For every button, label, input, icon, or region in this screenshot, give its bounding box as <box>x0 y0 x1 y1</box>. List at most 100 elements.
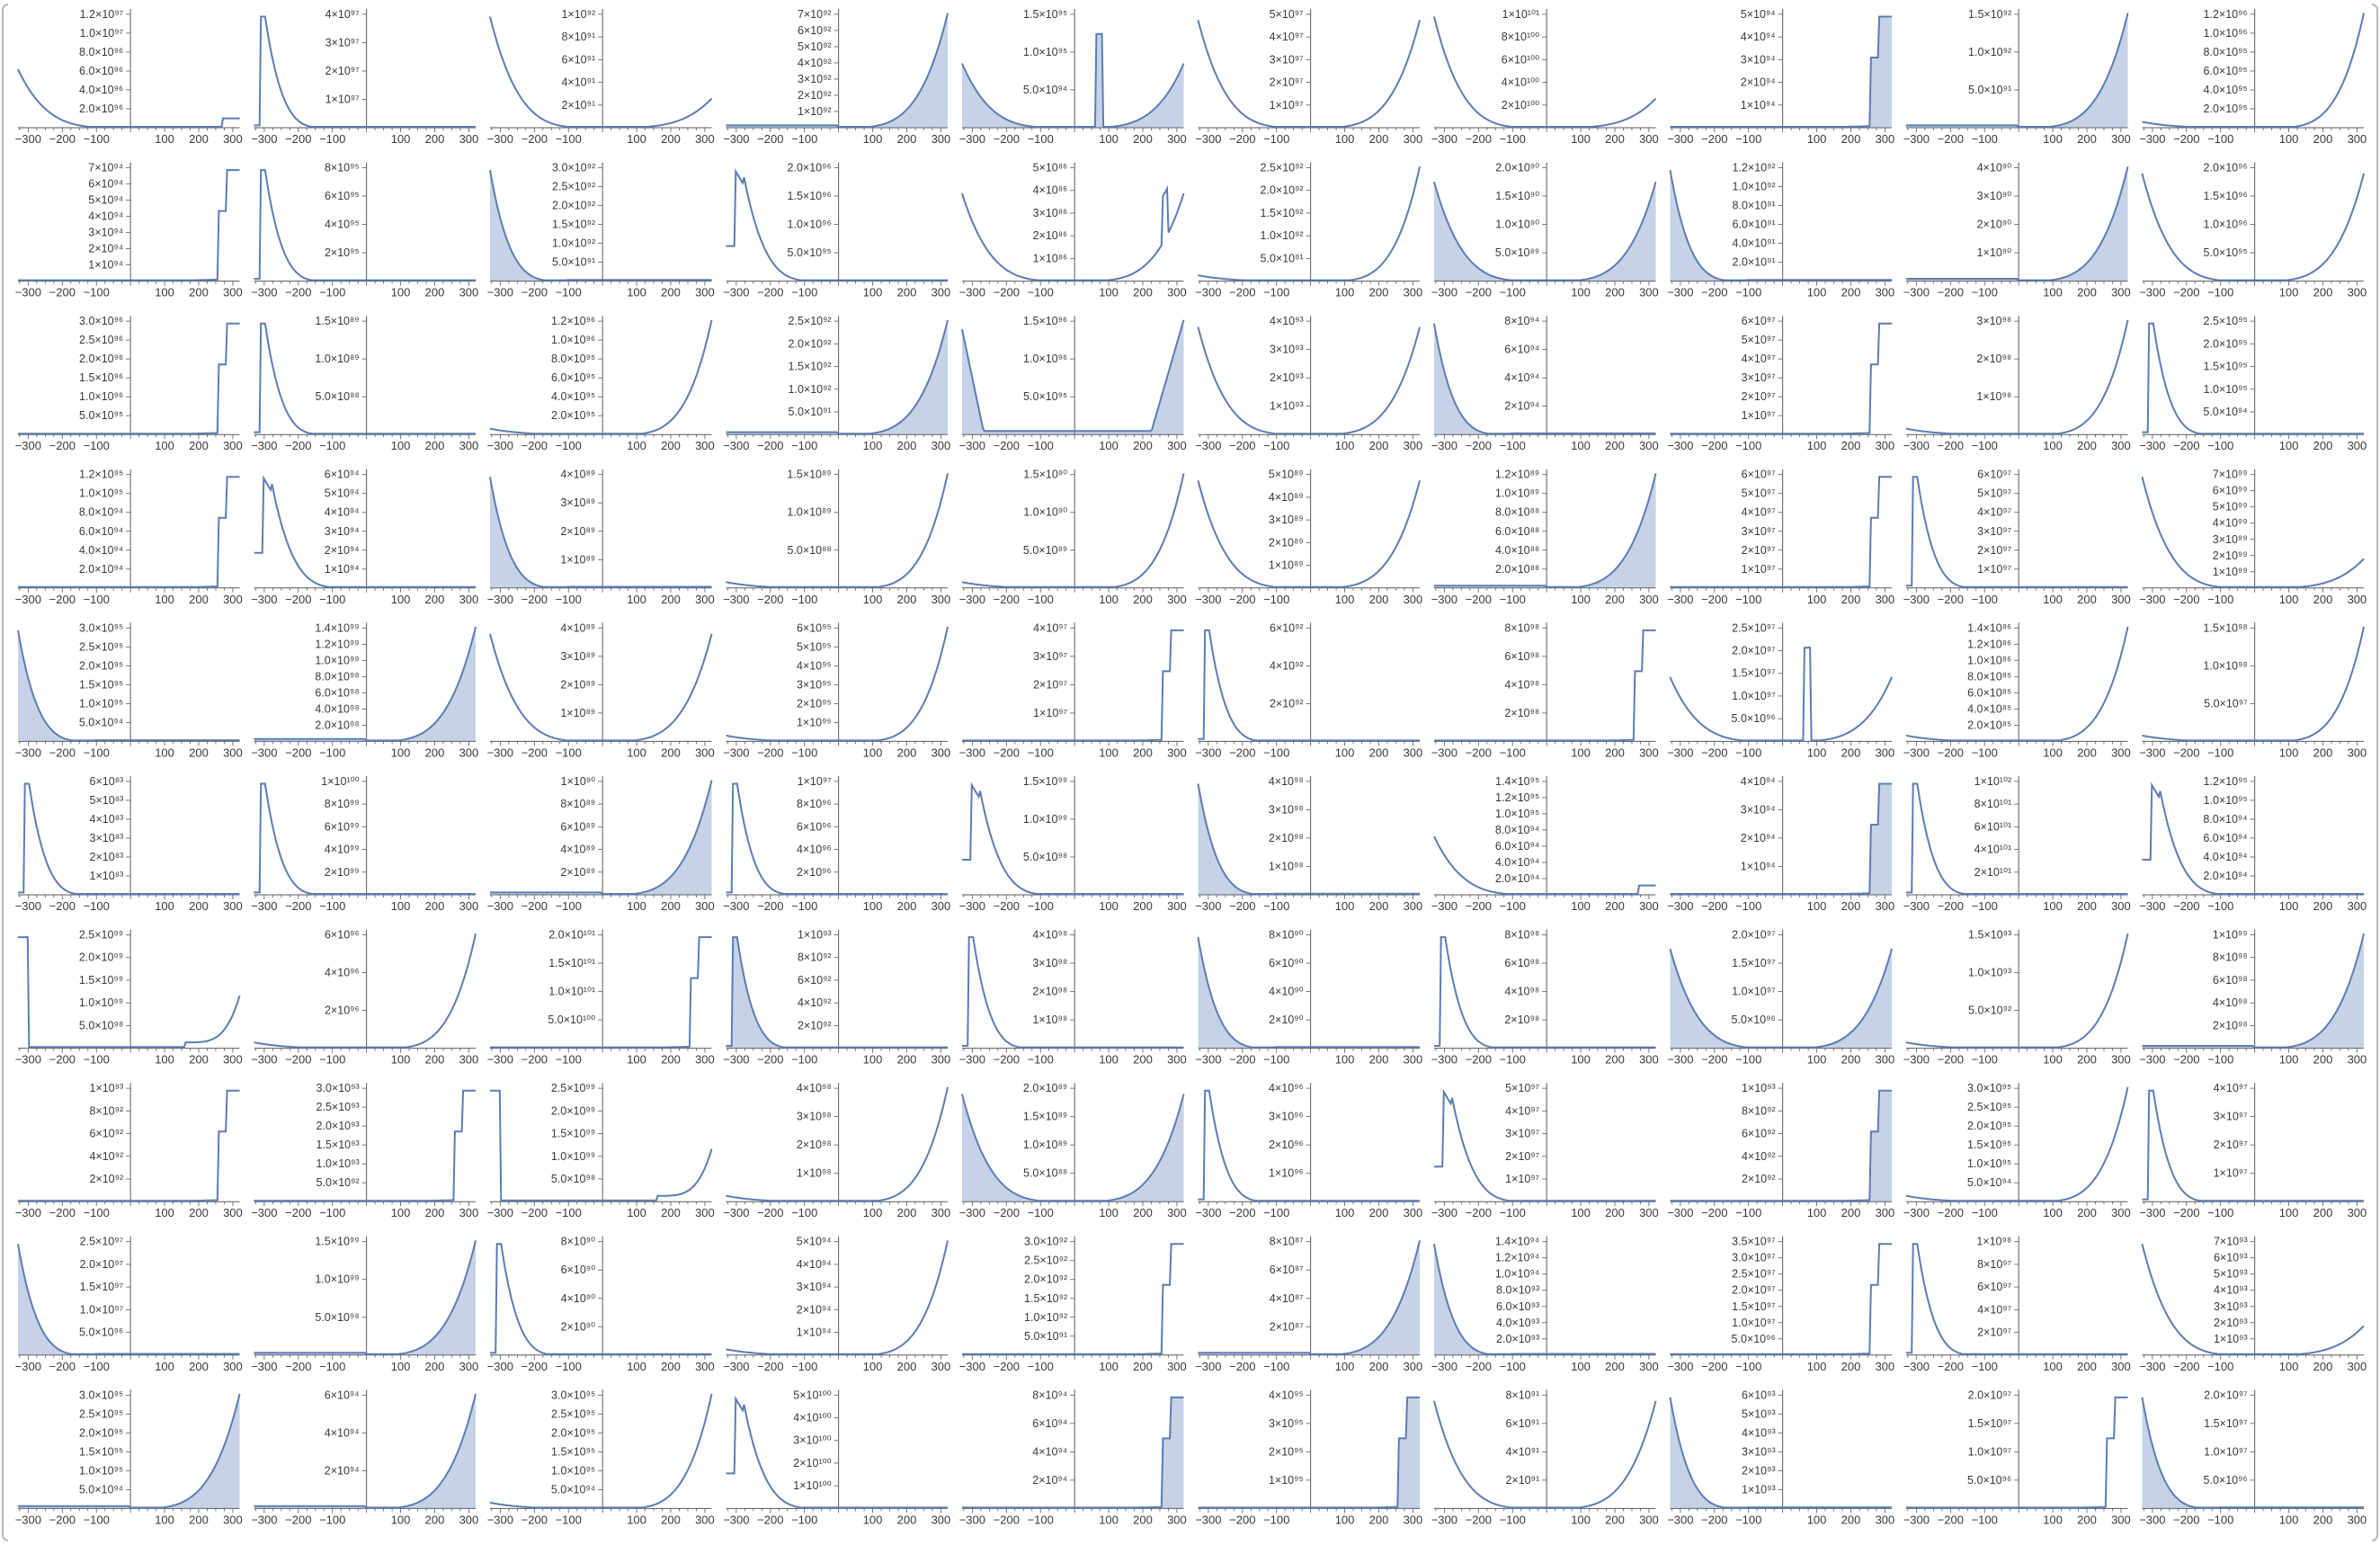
x-tick-label: 100 <box>1099 286 1119 299</box>
x-tick-label: 200 <box>897 132 917 146</box>
y-tick-label: 8.0×10⁹⁴ <box>1495 824 1539 836</box>
x-tick-label: −200 <box>1229 286 1255 299</box>
x-tick-label: 100 <box>863 1360 883 1373</box>
x-tick-label: −300 <box>959 286 985 299</box>
x-tick-label: −200 <box>2173 1206 2199 1219</box>
y-tick-label: 1.5×10⁹³ <box>1968 929 2011 942</box>
x-tick-label: −100 <box>1735 746 1761 759</box>
x-tick-label: −100 <box>1500 746 1526 759</box>
y-tick-label: 3.0×10⁹³ <box>316 1082 360 1094</box>
x-tick-label: −100 <box>84 1053 110 1067</box>
y-tick-label: 6×10⁹⁵ <box>797 621 832 634</box>
series-area <box>2142 933 2364 1049</box>
series-line <box>490 1243 712 1355</box>
x-tick-label: −200 <box>2173 1513 2199 1526</box>
x-tick-label: −100 <box>319 286 345 299</box>
x-tick-label: 200 <box>897 439 917 452</box>
series-line <box>726 782 948 895</box>
y-tick-label: 2×10⁹⁸ <box>1269 832 1304 844</box>
series-line <box>2142 13 2365 128</box>
x-tick-label: 300 <box>931 132 951 146</box>
subplot-9-10: −300 −200 −100 100 200 300 1×10⁹³ 2×10⁹³ 3×10⁹³ 4… <box>2139 1236 2367 1373</box>
x-tick-label: −300 <box>2139 286 2165 299</box>
series-line <box>962 1243 1184 1355</box>
x-tick-label: −200 <box>49 593 76 606</box>
y-tick-label: 5×10⁹⁵ <box>797 640 832 653</box>
x-tick-label: 300 <box>2111 593 2131 606</box>
series-line <box>2142 322 2364 435</box>
subplot-2-4: −300 −200 −100 100 200 300 5.0×10⁹⁵ 1.0×10⁹⁶ 1.5… <box>723 162 950 299</box>
series-area <box>1670 1090 1892 1202</box>
subplot-3-10: −300 −200 −100 100 200 300 5.0×10⁹⁴ 1.0×10⁹⁵ 1.5… <box>2139 315 2367 452</box>
x-tick-label: −200 <box>757 1360 783 1373</box>
y-tick-label: 6×10⁹⁴ <box>1504 344 1539 356</box>
y-tick-label: 2×10⁹⁸ <box>1504 707 1539 719</box>
x-tick-label: −100 <box>556 899 582 913</box>
x-tick-label: −300 <box>487 593 513 606</box>
x-tick-label: 300 <box>1639 899 1659 913</box>
series-line <box>1906 1243 2128 1355</box>
y-tick-label: 5.0×10⁹¹ <box>1261 252 1304 264</box>
x-tick-label: 100 <box>1807 1053 1827 1067</box>
x-tick-label: −300 <box>1431 132 1457 146</box>
series-line <box>489 633 713 742</box>
y-tick-label: 4×10⁹⁶ <box>1269 1082 1304 1094</box>
x-tick-label: 300 <box>1639 1053 1659 1067</box>
x-tick-label: −100 <box>2207 899 2233 913</box>
x-tick-label: −300 <box>959 593 985 606</box>
x-tick-label: 300 <box>1876 1206 1895 1219</box>
x-tick-label: 100 <box>1807 1360 1827 1373</box>
x-tick-label: −300 <box>959 439 985 452</box>
series-line <box>2142 781 2364 895</box>
x-tick-label: −100 <box>791 286 817 299</box>
subplot-4-7: −300 −200 −100 100 200 300 2.0×10⁸⁸ 4.0×10⁸⁸ 6.0… <box>1431 469 1659 606</box>
x-tick-label: 200 <box>661 593 681 606</box>
y-tick-label: 8×10⁹² <box>89 1104 123 1117</box>
x-tick-label: 300 <box>1167 439 1187 452</box>
y-tick-label: 5.0×10⁹⁵ <box>2204 246 2248 259</box>
y-tick-label: 2×10⁹⁶ <box>797 866 832 879</box>
x-tick-label: 200 <box>661 286 681 299</box>
x-tick-label: −200 <box>49 1513 76 1526</box>
y-tick-label: 6×10⁹⁰ <box>561 1264 596 1276</box>
subplot-5-8: −300 −200 −100 100 200 300 5.0×10⁹⁶ 1.0×10⁹⁷ 1.5… <box>1667 621 1894 759</box>
y-tick-label: 4.0×10⁹⁶ <box>79 84 123 96</box>
x-tick-label: 200 <box>661 1053 681 1067</box>
y-tick-label: 4×10⁹³ <box>1742 1426 1776 1439</box>
x-tick-label: −200 <box>1701 1053 1727 1067</box>
x-tick-label: 100 <box>155 1360 174 1373</box>
y-tick-label: 1×10⁹⁴ <box>1741 860 1776 872</box>
x-tick-label: 200 <box>1133 1360 1153 1373</box>
x-tick-label: −300 <box>487 899 513 913</box>
x-tick-label: 100 <box>863 746 883 759</box>
x-tick-label: 200 <box>1605 1513 1625 1526</box>
x-tick-label: 100 <box>155 1206 174 1219</box>
y-tick-label: 5.0×10⁹⁶ <box>1732 712 1776 725</box>
y-tick-label: 6.0×10⁹¹ <box>1733 219 1776 231</box>
y-tick-label: 1.5×10⁹⁵ <box>551 1445 595 1458</box>
x-tick-label: −200 <box>521 1053 548 1067</box>
x-tick-label: 100 <box>2279 1360 2299 1373</box>
subplot-1-10: −300 −200 −100 100 200 300 2.0×10⁹⁵ 4.0×10⁹⁵ 6.0… <box>2139 8 2367 146</box>
x-tick-label: 100 <box>2043 286 2063 299</box>
subplot-7-10: −300 −200 −100 100 200 300 2×10⁹⁸ 4×10⁹⁸ 6×10⁹⁸ 8… <box>2139 929 2367 1067</box>
x-tick-label: 100 <box>155 746 174 759</box>
x-tick-label: 300 <box>1876 1053 1895 1067</box>
subplot-5-4: −300 −200 −100 100 200 300 1×10⁹⁵ 2×10⁹⁵ 3×10⁹⁵ 4… <box>723 621 950 759</box>
x-tick-label: −300 <box>15 746 41 759</box>
x-tick-label: 100 <box>1571 899 1591 913</box>
y-tick-label: 1.0×10⁹⁹ <box>315 654 359 666</box>
x-tick-label: 300 <box>695 593 715 606</box>
x-tick-label: −200 <box>521 1206 548 1219</box>
x-tick-label: −100 <box>1028 1053 1054 1067</box>
x-tick-label: 200 <box>1369 286 1389 299</box>
x-tick-label: 300 <box>695 1206 715 1219</box>
x-tick-label: −100 <box>1028 1206 1054 1219</box>
series-line <box>1670 15 1892 128</box>
x-tick-label: 200 <box>2077 439 2097 452</box>
x-tick-label: 300 <box>459 132 479 146</box>
x-tick-label: 100 <box>863 439 883 452</box>
x-tick-label: −300 <box>1195 593 1221 606</box>
y-tick-label: 2.0×10⁸⁵ <box>1967 719 2011 731</box>
y-tick-label: 2×10⁹⁸ <box>1504 1014 1539 1026</box>
